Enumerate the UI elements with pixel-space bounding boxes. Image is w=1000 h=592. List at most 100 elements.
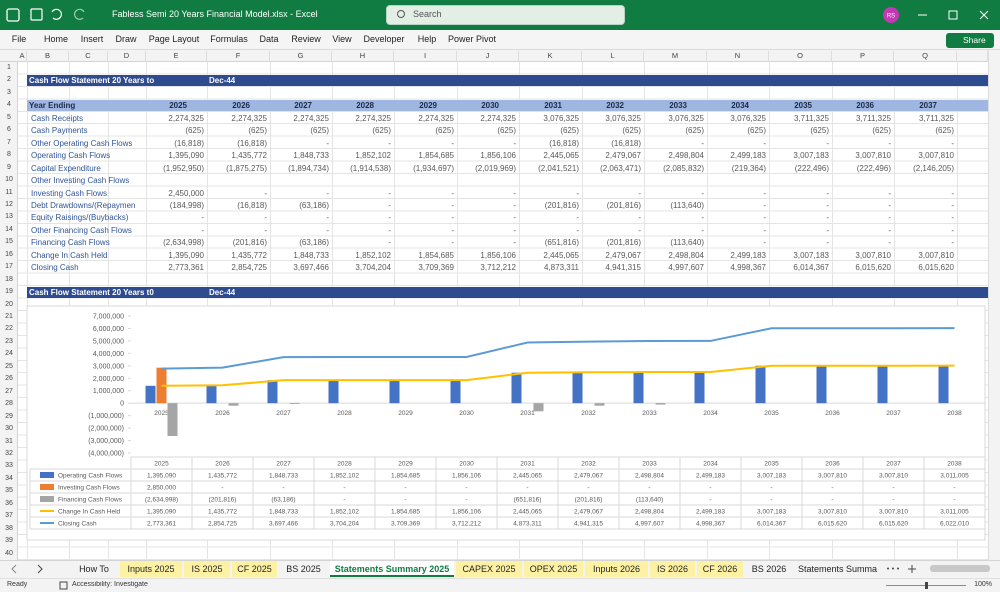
cell-value: 1,395,090 (168, 250, 204, 260)
sheet-tab[interactable]: Inputs 2026 (585, 561, 648, 577)
menu-item[interactable]: Draw (115, 34, 137, 44)
column-header: P (832, 51, 894, 62)
year-cell: 2026 (232, 101, 250, 111)
cell-value: - (201, 213, 204, 223)
sheet-tab[interactable]: CF 2026 (697, 561, 743, 577)
grid-column-line (457, 62, 458, 560)
cell-value: (201,816) (232, 238, 267, 248)
sheet-tab[interactable]: Inputs 2025 (120, 561, 182, 577)
row-label: Cash Payments (31, 126, 88, 136)
menu-item[interactable]: Page Layout (148, 34, 200, 44)
cell-value: 3,007,810 (855, 250, 891, 260)
sheet-tab[interactable]: IS 2026 (650, 561, 695, 577)
menu-item[interactable]: Data (259, 34, 279, 44)
cell-value: (2,085,832) (663, 163, 704, 173)
grid-column-line (519, 62, 520, 560)
row-number: 7 (7, 138, 11, 146)
cell-value: (222,496) (794, 163, 829, 173)
grid-column-line (207, 62, 208, 560)
cell-value: (222,496) (856, 163, 891, 173)
sheet-tab[interactable]: How To (79, 564, 109, 574)
column-header: M (644, 51, 707, 62)
cell-value: - (951, 225, 954, 235)
row-header-bar (0, 62, 18, 560)
cell-value: - (513, 138, 516, 148)
cell-value: - (451, 238, 454, 248)
cell-value: (2,019,969) (475, 163, 516, 173)
search-box[interactable] (386, 5, 625, 25)
sheet-tab[interactable]: CF 2025 (232, 561, 277, 577)
row-number: 34 (5, 474, 13, 482)
row-number: 29 (5, 412, 13, 420)
column-header-bar (0, 50, 1000, 62)
sheet-tab[interactable]: OPEX 2025 (524, 561, 583, 577)
cell-value: - (513, 238, 516, 248)
row-label: Investing Cash Flows (31, 188, 108, 198)
row-number: 4 (7, 101, 11, 109)
cell-value: 2,274,325 (355, 113, 391, 123)
cell-value: - (826, 225, 829, 235)
cell-value: (625) (497, 126, 516, 136)
cell-value: 1,856,106 (480, 250, 516, 260)
row-number: 37 (5, 512, 13, 520)
cell-value: 1,435,772 (231, 151, 267, 161)
status-ready: Ready (7, 581, 28, 588)
cell-value: - (951, 188, 954, 198)
cell-value: - (201, 225, 204, 235)
row-label: Equity Raisings/(Buybacks) (31, 213, 129, 223)
menu-item[interactable]: Developer (363, 34, 405, 44)
menu-item[interactable]: Insert (80, 34, 104, 44)
grid-column-line (894, 62, 895, 560)
row-number: 32 (5, 449, 13, 457)
cell-value: - (701, 213, 704, 223)
cell-value: 3,076,325 (730, 113, 766, 123)
search-text[interactable]: Search (413, 9, 442, 19)
cell-value: (184,998) (169, 200, 204, 210)
menu-item[interactable]: File (11, 34, 27, 44)
status-zoom[interactable]: 100% (974, 581, 992, 588)
cell-value: - (576, 225, 579, 235)
section-title: Cash Flow Statement 20 Years t0 (29, 288, 154, 298)
cell-value: - (888, 213, 891, 223)
grid-column-line (832, 62, 833, 560)
sheet-tab[interactable]: Statements Summary 2025 (330, 561, 454, 577)
cell-value: - (388, 138, 391, 148)
column-header: Q (894, 51, 957, 62)
cell-value: (16,818) (237, 200, 267, 210)
sheet-tab[interactable]: Statements Summa (797, 564, 878, 574)
row-number: 13 (5, 213, 13, 221)
cell-value: - (951, 238, 954, 248)
menu-item[interactable]: Formulas (210, 34, 248, 44)
sheet-tab[interactable]: CAPEX 2025 (456, 561, 522, 577)
menu-item[interactable]: Help (417, 34, 437, 44)
cell-value: 2,274,325 (418, 113, 454, 123)
menu-item[interactable]: Review (291, 34, 321, 44)
cell-value: 3,704,204 (355, 263, 391, 273)
cell-value: (625) (685, 126, 704, 136)
cell-value: - (388, 188, 391, 198)
sheet-tab[interactable]: IS 2025 (184, 561, 230, 577)
cell-value: 1,852,102 (355, 151, 391, 161)
menu-item[interactable]: Power Pivot (447, 34, 497, 44)
sheet-tab[interactable]: BS 2025 (286, 564, 321, 574)
grid-column-line (582, 62, 583, 560)
cell-value: - (826, 188, 829, 198)
cell-value: - (451, 213, 454, 223)
menu-item[interactable]: Home (43, 34, 68, 44)
cell-value: (16,818) (611, 138, 641, 148)
cell-value: (2,063,471) (600, 163, 641, 173)
cell-value: - (826, 138, 829, 148)
cell-value: (1,914,538) (350, 163, 391, 173)
cell-value: 6,015,620 (918, 263, 954, 273)
cell-value: - (638, 225, 641, 235)
share-button[interactable]: Share (946, 33, 994, 48)
column-header: F (207, 51, 270, 62)
cell-value: (201,816) (544, 200, 579, 210)
ribbon-tabs (0, 30, 1000, 50)
menu-item[interactable]: View (332, 34, 352, 44)
cell-value: (1,952,950) (163, 163, 204, 173)
sheet-tab[interactable]: BS 2026 (751, 564, 787, 574)
cell-value: (625) (310, 126, 329, 136)
cell-value: 2,498,804 (668, 151, 704, 161)
cell-value: (625) (435, 126, 454, 136)
